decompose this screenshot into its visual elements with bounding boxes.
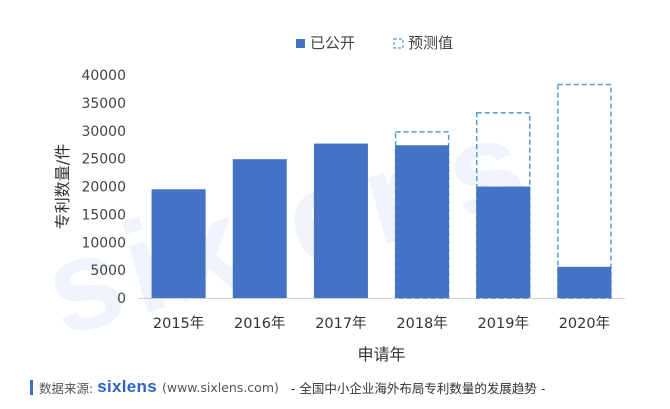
x-tick-label: 2018年	[396, 315, 447, 332]
y-tick-label: 10000	[81, 235, 126, 251]
x-tick-label: 2019年	[478, 315, 529, 332]
x-tick-label: 2017年	[315, 315, 366, 332]
y-tick-label: 35000	[81, 96, 126, 112]
y-tick-label: 40000	[81, 68, 126, 84]
source-url: (www.sixlens.com)	[161, 379, 279, 395]
y-tick-label: 20000	[81, 180, 126, 196]
published-bar-2018年	[395, 145, 450, 298]
x-tick-label: 2020年	[559, 315, 610, 332]
y-tick-label: 25000	[81, 152, 126, 168]
y-tick-label: 5000	[90, 263, 126, 279]
published-bar-2020年	[557, 266, 612, 298]
x-axis-title: 申请年	[357, 345, 405, 364]
y-tick-label: 15000	[81, 207, 126, 223]
sixlens-logo: sixlens	[97, 377, 157, 396]
legend-swatch-forecast	[393, 38, 404, 49]
legend-swatch-published	[296, 39, 305, 48]
y-axis-title: 专利数量/件	[53, 144, 72, 229]
footer-accent-bar	[30, 379, 33, 395]
x-tick-label: 2016年	[234, 315, 285, 332]
source-footer: 数据来源: sixlens (www.sixlens.com) - 全国中小企业…	[0, 372, 670, 402]
x-tick-label: 2015年	[153, 315, 204, 332]
y-tick-label: 0	[117, 291, 126, 307]
published-bar-2015年	[151, 189, 206, 298]
published-bar-2017年	[313, 143, 368, 298]
published-bar-2019年	[476, 186, 531, 298]
legend-label-published: 已公开	[310, 34, 355, 52]
legend-label-forecast: 预测值	[408, 34, 453, 52]
y-tick-label: 30000	[81, 124, 126, 140]
forecast-bar-2020年	[557, 83, 612, 299]
source-label: 数据来源:	[39, 380, 94, 396]
bar-chart: 0 5000 10000 15000 20000 25000 30000 35000 40000…	[53, 34, 625, 364]
published-bar-2016年	[232, 159, 287, 298]
chart-caption: - 全国中小企业海外布局专利数量的发展趋势 -	[290, 380, 546, 396]
